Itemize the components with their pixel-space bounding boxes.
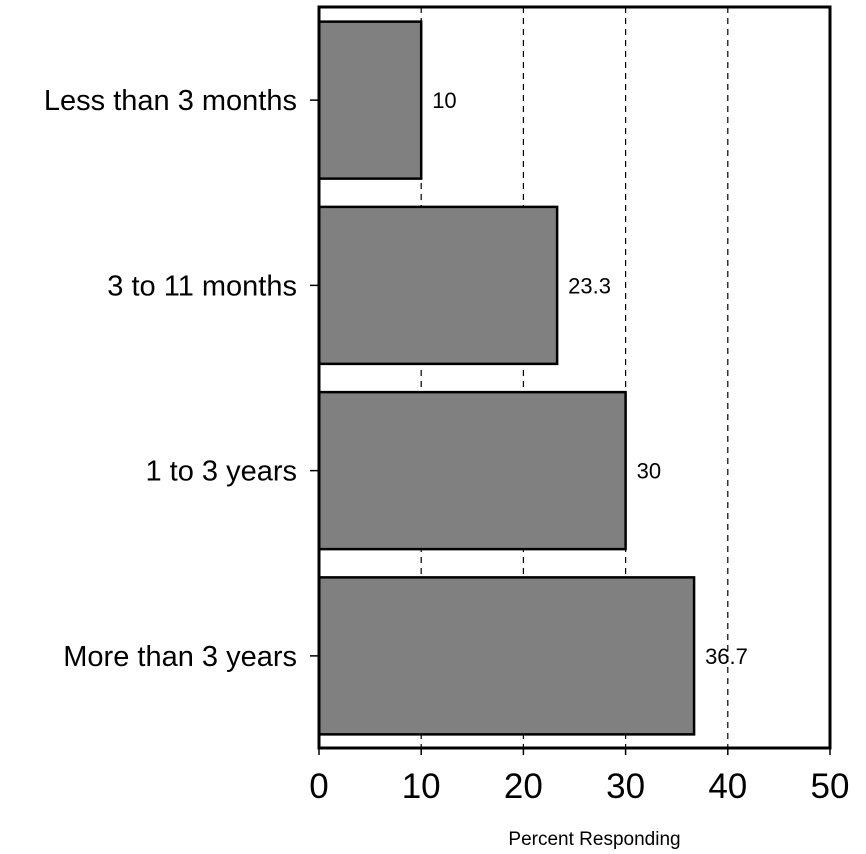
bars <box>317 20 696 736</box>
bar-3 <box>317 390 627 551</box>
x-tick-label: 30 <box>606 767 645 806</box>
category-label: 1 to 3 years <box>145 456 297 488</box>
bar-value-label: 10 <box>432 88 456 113</box>
bar-4 <box>317 576 696 736</box>
plot-frame <box>317 5 832 750</box>
category-label: More than 3 years <box>63 641 297 673</box>
x-tick-label: 0 <box>309 767 328 806</box>
category-label: 3 to 11 months <box>107 270 297 302</box>
category-label: Less than 3 months <box>44 85 297 117</box>
x-tick-label: 20 <box>504 767 543 806</box>
labels: 10 Less than 3 months 23.3 3 to 11 months 30… <box>44 85 850 806</box>
x-axis-title: Percent Responding <box>508 829 680 850</box>
bar-value-label: 30 <box>637 459 661 484</box>
bar-1 <box>317 20 423 180</box>
bar-value-label: 23.3 <box>568 273 611 298</box>
x-tick-label: 40 <box>708 767 747 806</box>
x-tick-label: 50 <box>811 767 850 806</box>
bar-2 <box>317 205 559 366</box>
axis-ticks <box>310 99 831 755</box>
bar-value-label: 36.7 <box>705 644 748 669</box>
x-tick-label: 10 <box>402 767 441 806</box>
